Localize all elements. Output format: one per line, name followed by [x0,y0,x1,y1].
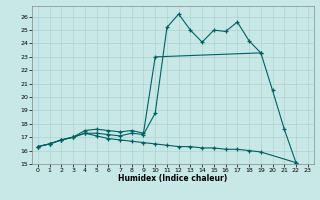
X-axis label: Humidex (Indice chaleur): Humidex (Indice chaleur) [118,174,228,183]
